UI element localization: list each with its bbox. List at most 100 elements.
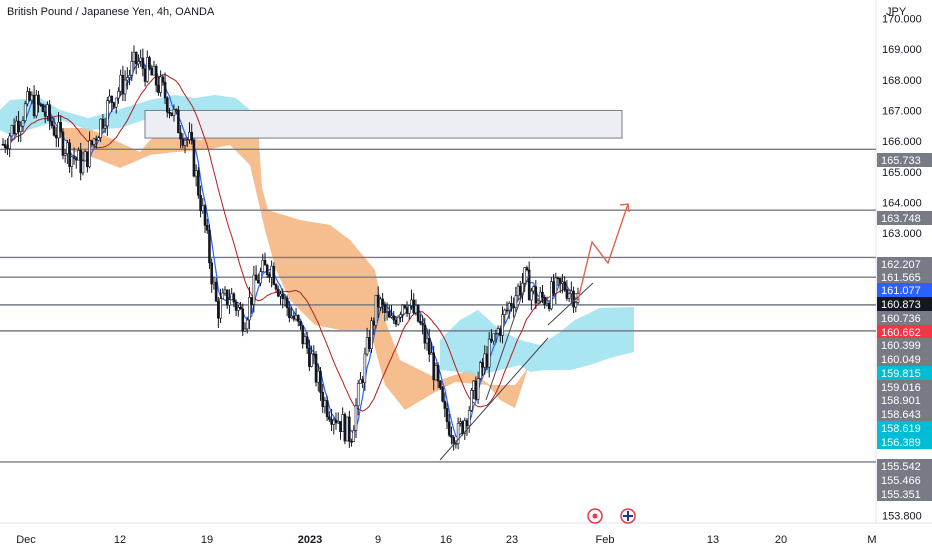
- candle-body: [257, 279, 260, 284]
- candle-body: [527, 269, 531, 301]
- price-tag: [877, 487, 932, 501]
- candle-body: [154, 65, 158, 86]
- y-axis-unit: JPY: [886, 6, 907, 18]
- candle-body: [299, 321, 302, 326]
- candle-body: [523, 267, 527, 284]
- candle-body: [88, 140, 91, 168]
- candle-body: [52, 125, 56, 136]
- candle-body: [250, 296, 253, 305]
- candle-body: [143, 68, 147, 82]
- candle-body: [217, 300, 220, 319]
- candle-body: [97, 137, 100, 141]
- supply-zone[interactable]: [144, 109, 623, 139]
- candle-body: [219, 298, 222, 319]
- candle-body: [392, 315, 396, 321]
- candle-body: [443, 400, 447, 409]
- candle-body: [74, 158, 78, 161]
- y-tick-label: 169.000: [882, 44, 922, 56]
- candle-body: [197, 170, 200, 196]
- candle-body: [172, 109, 176, 116]
- candle-body: [252, 274, 256, 305]
- candle-body: [39, 104, 43, 106]
- price-tag: [877, 211, 932, 225]
- candle-body: [199, 194, 202, 212]
- candle-body: [165, 97, 169, 113]
- candle-body: [26, 91, 29, 105]
- candle-body: [550, 281, 553, 309]
- projection-path[interactable]: [577, 203, 629, 301]
- candle-body: [243, 328, 247, 332]
- candle-body: [208, 230, 211, 264]
- candle-body: [90, 140, 94, 145]
- candle-body: [248, 296, 251, 321]
- candle-body: [221, 292, 225, 299]
- candle-body: [170, 112, 174, 116]
- candle-body: [474, 380, 478, 400]
- candle-body: [1, 143, 5, 146]
- wedge-trendline[interactable]: [547, 282, 594, 326]
- price-tag-label: 165.733: [881, 155, 921, 167]
- candle-body: [567, 293, 571, 299]
- candle-body: [185, 139, 189, 141]
- candle-body: [496, 328, 500, 334]
- candle-body: [547, 302, 551, 309]
- candle-body: [181, 138, 185, 146]
- candle-body: [405, 307, 409, 314]
- candle-body: [494, 333, 498, 335]
- candle-body: [545, 302, 549, 306]
- candle-body: [334, 419, 338, 424]
- zone-rectangle[interactable]: [144, 109, 623, 139]
- support-trendline[interactable]: [439, 337, 549, 461]
- candle-body: [439, 380, 442, 388]
- price-tag: [877, 407, 932, 421]
- y-tick-label: 170.000: [882, 13, 922, 25]
- candle-body: [421, 322, 424, 326]
- price-tag: [877, 325, 932, 339]
- x-tick-label: M: [867, 534, 876, 546]
- candle-body: [476, 378, 480, 400]
- candle-body: [163, 81, 167, 99]
- candle-body: [281, 293, 285, 300]
- candle-body: [330, 419, 333, 425]
- candle-body: [3, 144, 7, 148]
- candle-body: [130, 61, 134, 76]
- candle-body: [110, 95, 114, 103]
- chart-title: British Pound / Japanese Yen, 4h, OANDA: [7, 6, 215, 18]
- candle-body: [63, 153, 67, 156]
- candle-body: [279, 293, 282, 297]
- price-tag-label: 158.643: [881, 409, 921, 421]
- annotations[interactable]: [439, 203, 630, 461]
- price-tag-label: 160.736: [881, 313, 921, 325]
- candle-body: [108, 95, 111, 101]
- x-tick-label: Feb: [596, 534, 615, 546]
- candle-body: [183, 139, 187, 146]
- candle-body: [210, 262, 213, 285]
- price-tag: [877, 270, 932, 284]
- candle-body: [212, 281, 216, 285]
- price-tag: [877, 473, 932, 487]
- candle-body: [23, 103, 27, 121]
- candle-body: [554, 277, 558, 294]
- price-tag-label: 161.077: [881, 285, 921, 297]
- grid-layer: [0, 0, 932, 524]
- candle-body: [19, 125, 23, 132]
- candle-body: [57, 121, 60, 139]
- candle-body: [399, 314, 402, 318]
- candle-body: [532, 286, 535, 292]
- channel-trendline[interactable]: [485, 271, 531, 401]
- candle-body: [230, 293, 233, 301]
- candle-body: [86, 151, 89, 168]
- price-tag: [877, 153, 932, 167]
- event-icons[interactable]: [587, 508, 636, 524]
- candle-body: [332, 419, 336, 425]
- candle-body: [419, 320, 422, 324]
- price-tag-label: 160.049: [881, 354, 921, 366]
- candle-body: [490, 338, 493, 342]
- candle-body: [237, 306, 240, 311]
- candle-body: [79, 150, 83, 174]
- candle-body: [228, 299, 231, 306]
- candle-body: [461, 421, 464, 434]
- price-tag: [877, 435, 932, 449]
- candle-body: [59, 121, 63, 133]
